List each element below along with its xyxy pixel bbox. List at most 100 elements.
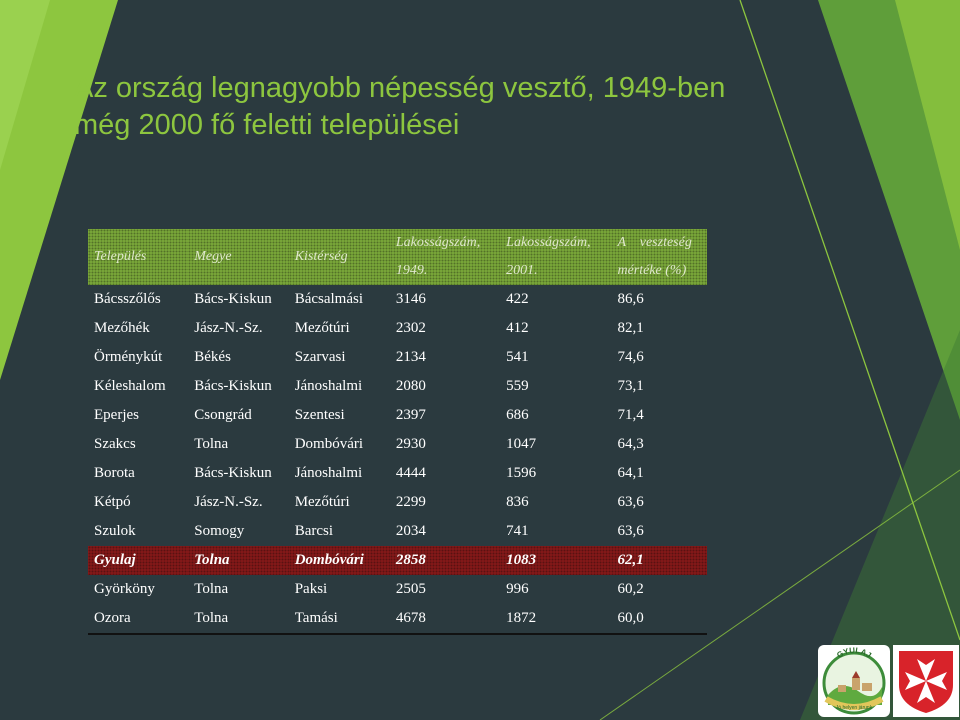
cell-kisterseg: Barcsi bbox=[294, 523, 334, 539]
table-row: Mezőhék Jász-N.-Sz. Mezőtúri 2302 412 82,1 bbox=[88, 314, 707, 343]
table-header-row: Település Megye Kistérség Lakosságszám, 1… bbox=[88, 229, 707, 285]
table-row: Ozora Tolna Tamási 4678 1872 60,0 bbox=[88, 604, 707, 635]
cell-lakossag-1949: 2397 bbox=[395, 407, 426, 423]
cell-veszteseg: 63,6 bbox=[617, 523, 644, 539]
cell-lakossag-1949: 4678 bbox=[389, 604, 501, 635]
cell-veszteseg: 63,6 bbox=[617, 494, 644, 510]
cell-lakossag-2001: 686 bbox=[506, 407, 529, 423]
header-veszteseg: A veszteség mértéke (%) bbox=[611, 229, 707, 285]
table-row: Szakcs Tolna Dombóvári 2930 1047 64,3 bbox=[88, 430, 707, 459]
cell-lakossag-1949: 2080 bbox=[395, 378, 426, 394]
cell-lakossag-2001: 741 bbox=[506, 523, 529, 539]
cell-megye: Jász-N.-Sz. bbox=[194, 494, 263, 510]
table-row: Bácsszőlős Bács-Kiskun Bácsalmási 3146 422 86… bbox=[88, 285, 707, 314]
cell-telepules: Bácsszőlős bbox=[94, 291, 161, 307]
cell-telepules: Ozora bbox=[88, 604, 189, 635]
top-left-light-shape bbox=[0, 0, 50, 170]
cell-telepules: Györköny bbox=[94, 581, 155, 597]
title-line-1: Az ország legnagyobb népesség vesztő, 19… bbox=[74, 72, 726, 104]
right-diagonal-line bbox=[739, 0, 960, 641]
cell-megye: Jász-N.-Sz. bbox=[194, 320, 263, 336]
cell-kisterseg: Jánoshalmi bbox=[294, 465, 363, 481]
cell-lakossag-2001: 541 bbox=[506, 349, 529, 365]
cell-lakossag-2001: 559 bbox=[506, 378, 529, 394]
cell-telepules: Kéleshalom bbox=[94, 378, 166, 394]
cell-megye: Tolna bbox=[194, 581, 229, 597]
cell-megye: Tolna bbox=[194, 436, 229, 452]
cell-telepules: Mezőhék bbox=[94, 320, 150, 336]
cell-veszteseg: 64,3 bbox=[617, 436, 644, 452]
cell-lakossag-2001: 996 bbox=[506, 581, 529, 597]
cell-lakossag-1949: 2034 bbox=[395, 523, 426, 539]
cell-kisterseg: Dombóvári bbox=[294, 436, 364, 452]
cell-lakossag-1949: 2134 bbox=[395, 349, 426, 365]
cell-telepules: Gyulaj bbox=[88, 546, 189, 575]
bottom-diagonal-line bbox=[599, 469, 960, 720]
logo-village-name: GYULAJ bbox=[835, 646, 873, 660]
header-lakossag-2001: Lakosságszám, 2001. bbox=[500, 229, 612, 285]
cell-veszteseg: 71,4 bbox=[617, 407, 644, 423]
cell-veszteseg: 64,1 bbox=[617, 465, 644, 481]
cell-megye: Tolna bbox=[188, 546, 289, 575]
header-telepules: Település bbox=[88, 229, 189, 285]
header-kisterseg: Kistérség bbox=[288, 229, 390, 285]
header-lakossag-1949: Lakosságszám, 1949. bbox=[389, 229, 501, 285]
cell-telepules: Eperjes bbox=[94, 407, 139, 423]
cell-kisterseg: Dombóvári bbox=[288, 546, 390, 575]
table-row: Szulok Somogy Barcsi 2034 741 63,6 bbox=[88, 517, 707, 546]
cell-telepules: Örménykút bbox=[94, 349, 163, 365]
cell-lakossag-2001: 1596 bbox=[506, 465, 537, 481]
cell-lakossag-2001: 412 bbox=[506, 320, 529, 336]
cell-telepules: Borota bbox=[94, 465, 135, 481]
cell-lakossag-2001: 422 bbox=[506, 291, 529, 307]
title-line-2: még 2000 fő feletti települései bbox=[74, 109, 460, 141]
table-row: Eperjes Csongrád Szentesi 2397 686 71,4 bbox=[88, 401, 707, 430]
cell-telepules: Szakcs bbox=[94, 436, 136, 452]
cell-telepules: Kétpó bbox=[94, 494, 131, 510]
cell-kisterseg: Tamási bbox=[288, 604, 390, 635]
cell-kisterseg: Jánoshalmi bbox=[294, 378, 363, 394]
cell-lakossag-1949: 2505 bbox=[395, 581, 426, 597]
slide-title: Az ország legnagyobb népesség vesztő, 19… bbox=[74, 70, 774, 144]
table-row: Kéleshalom Bács-Kiskun Jánoshalmi 2080 559 73… bbox=[88, 372, 707, 401]
cell-lakossag-2001: 1872 bbox=[500, 604, 612, 635]
cell-kisterseg: Paksi bbox=[294, 581, 328, 597]
cell-veszteseg: 86,6 bbox=[617, 291, 644, 307]
table-row: Kétpó Jász-N.-Sz. Mezőtúri 2299 836 63,6 bbox=[88, 488, 707, 517]
cell-lakossag-1949: 3146 bbox=[395, 291, 426, 307]
cell-lakossag-2001: 1047 bbox=[506, 436, 537, 452]
cell-veszteseg: 82,1 bbox=[617, 320, 644, 336]
cell-kisterseg: Szentesi bbox=[294, 407, 345, 423]
cell-veszteseg: 60,2 bbox=[617, 581, 644, 597]
cell-veszteseg: 60,0 bbox=[611, 604, 707, 635]
cell-kisterseg: Szarvasi bbox=[294, 349, 346, 365]
cell-lakossag-2001: 836 bbox=[506, 494, 529, 510]
table-row: Györköny Tolna Paksi 2505 996 60,2 bbox=[88, 575, 707, 604]
table-row: Borota Bács-Kiskun Jánoshalmi 4444 1596 64,1 bbox=[88, 459, 707, 488]
cell-kisterseg: Mezőtúri bbox=[294, 494, 350, 510]
cell-megye: Tolna bbox=[188, 604, 289, 635]
maltese-cross-shield-icon bbox=[893, 645, 959, 717]
svg-text:GYULAJ: GYULAJ bbox=[835, 646, 873, 660]
top-left-green-shape bbox=[0, 0, 118, 380]
cell-veszteseg: 62,1 bbox=[611, 546, 707, 575]
cell-lakossag-1949: 2858 bbox=[389, 546, 501, 575]
cell-megye: Somogy bbox=[194, 523, 245, 539]
logo-motto: Jó helyen járunk bbox=[836, 705, 873, 711]
cell-lakossag-1949: 2299 bbox=[395, 494, 426, 510]
table-row: Gyulaj Tolna Dombóvári 2858 1083 62,1 bbox=[88, 546, 707, 575]
cell-lakossag-1949: 4444 bbox=[395, 465, 426, 481]
table-row: Örménykút Békés Szarvasi 2134 541 74,6 bbox=[88, 343, 707, 372]
cell-veszteseg: 74,6 bbox=[617, 349, 644, 365]
header-megye: Megye bbox=[188, 229, 289, 285]
cell-lakossag-1949: 2302 bbox=[395, 320, 426, 336]
cell-megye: Bács-Kiskun bbox=[194, 291, 272, 307]
cell-megye: Bács-Kiskun bbox=[194, 378, 272, 394]
cell-kisterseg: Bácsalmási bbox=[294, 291, 364, 307]
cell-lakossag-2001: 1083 bbox=[500, 546, 612, 575]
gyulaj-village-logo: GYULAJ Jó helyen járunk bbox=[818, 645, 890, 717]
cell-telepules: Szulok bbox=[94, 523, 136, 539]
cell-veszteseg: 73,1 bbox=[617, 378, 644, 394]
cell-kisterseg: Mezőtúri bbox=[294, 320, 350, 336]
